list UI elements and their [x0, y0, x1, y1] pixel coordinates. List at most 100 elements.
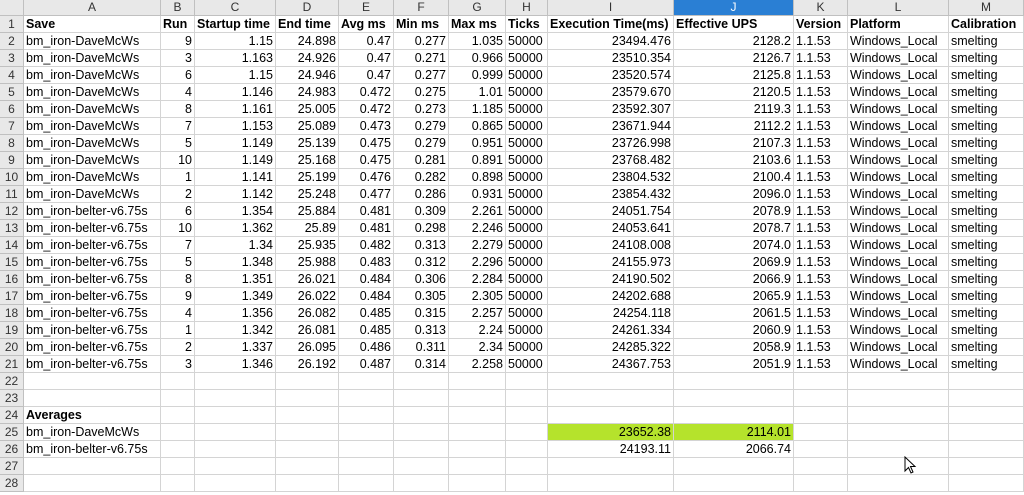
table-cell[interactable]: bm_iron-DaveMcWs	[24, 50, 161, 67]
cell[interactable]	[276, 424, 339, 441]
table-cell[interactable]: 24.983	[276, 84, 339, 101]
row-header-17[interactable]: 17	[0, 288, 24, 305]
table-cell[interactable]: 0.273	[394, 101, 449, 118]
cell[interactable]	[794, 458, 848, 475]
column-header-k[interactable]: K	[794, 0, 848, 16]
table-cell[interactable]: 1.1.53	[794, 118, 848, 135]
row-header-14[interactable]: 14	[0, 237, 24, 254]
row-header-23[interactable]: 23	[0, 390, 24, 407]
table-cell[interactable]: 2125.8	[674, 67, 794, 84]
table-cell[interactable]: 1.1.53	[794, 101, 848, 118]
row-header-12[interactable]: 12	[0, 203, 24, 220]
cell[interactable]	[506, 458, 548, 475]
table-cell[interactable]: 1.1.53	[794, 288, 848, 305]
header-cell[interactable]: Version	[794, 16, 848, 33]
select-all-corner[interactable]	[0, 0, 24, 16]
header-cell[interactable]: Run	[161, 16, 195, 33]
cell[interactable]	[674, 373, 794, 390]
table-cell[interactable]: smelting	[949, 33, 1024, 50]
table-cell[interactable]: 0.891	[449, 152, 506, 169]
table-cell[interactable]: 2100.4	[674, 169, 794, 186]
table-cell[interactable]: smelting	[949, 135, 1024, 152]
table-cell[interactable]: smelting	[949, 186, 1024, 203]
table-cell[interactable]: 9	[161, 33, 195, 50]
table-cell[interactable]: 26.021	[276, 271, 339, 288]
table-cell[interactable]: smelting	[949, 339, 1024, 356]
cell[interactable]	[449, 390, 506, 407]
table-cell[interactable]: Windows_Local	[848, 203, 949, 220]
table-cell[interactable]: 2.305	[449, 288, 506, 305]
table-cell[interactable]: 0.282	[394, 169, 449, 186]
column-header-g[interactable]: G	[449, 0, 506, 16]
cell[interactable]	[161, 441, 195, 458]
cell[interactable]	[161, 407, 195, 424]
table-cell[interactable]: 0.477	[339, 186, 394, 203]
table-cell[interactable]: 1.1.53	[794, 339, 848, 356]
table-cell[interactable]: 23520.574	[548, 67, 674, 84]
table-cell[interactable]: Windows_Local	[848, 118, 949, 135]
table-cell[interactable]: 25.89	[276, 220, 339, 237]
table-cell[interactable]: 0.475	[339, 135, 394, 152]
cell[interactable]	[949, 390, 1024, 407]
table-cell[interactable]: 0.966	[449, 50, 506, 67]
averages-label[interactable]: Averages	[24, 407, 161, 424]
table-cell[interactable]: 2065.9	[674, 288, 794, 305]
column-header-c[interactable]: C	[195, 0, 276, 16]
table-cell[interactable]: bm_iron-belter-v6.75s	[24, 322, 161, 339]
table-cell[interactable]: smelting	[949, 118, 1024, 135]
table-cell[interactable]: 24.898	[276, 33, 339, 50]
table-cell[interactable]: 2074.0	[674, 237, 794, 254]
table-cell[interactable]: Windows_Local	[848, 67, 949, 84]
header-cell[interactable]: Calibration	[949, 16, 1024, 33]
table-cell[interactable]: 50000	[506, 203, 548, 220]
cell[interactable]	[394, 475, 449, 492]
table-cell[interactable]: smelting	[949, 67, 1024, 84]
header-cell[interactable]: Save	[24, 16, 161, 33]
table-cell[interactable]: 1.342	[195, 322, 276, 339]
row-header-22[interactable]: 22	[0, 373, 24, 390]
table-cell[interactable]: Windows_Local	[848, 169, 949, 186]
table-cell[interactable]: 0.485	[339, 322, 394, 339]
table-cell[interactable]: 0.484	[339, 271, 394, 288]
table-cell[interactable]: 0.281	[394, 152, 449, 169]
table-cell[interactable]: smelting	[949, 305, 1024, 322]
table-cell[interactable]: 1.337	[195, 339, 276, 356]
table-cell[interactable]: 1.1.53	[794, 220, 848, 237]
table-cell[interactable]: 2128.2	[674, 33, 794, 50]
table-cell[interactable]: 6	[161, 203, 195, 220]
table-cell[interactable]: Windows_Local	[848, 84, 949, 101]
cell[interactable]	[794, 407, 848, 424]
table-cell[interactable]: 4	[161, 305, 195, 322]
table-cell[interactable]: 24.946	[276, 67, 339, 84]
cell[interactable]	[195, 373, 276, 390]
table-cell[interactable]: 0.475	[339, 152, 394, 169]
cell[interactable]	[161, 458, 195, 475]
table-cell[interactable]: 1.1.53	[794, 356, 848, 373]
cell[interactable]	[195, 475, 276, 492]
row-header-27[interactable]: 27	[0, 458, 24, 475]
table-cell[interactable]: 0.286	[394, 186, 449, 203]
table-cell[interactable]: 23804.532	[548, 169, 674, 186]
cell[interactable]	[276, 475, 339, 492]
header-cell[interactable]: Effective UPS	[674, 16, 794, 33]
table-cell[interactable]: 2078.7	[674, 220, 794, 237]
table-cell[interactable]: bm_iron-belter-v6.75s	[24, 356, 161, 373]
table-cell[interactable]: 2058.9	[674, 339, 794, 356]
table-cell[interactable]: 26.095	[276, 339, 339, 356]
table-cell[interactable]: 0.271	[394, 50, 449, 67]
cell[interactable]	[449, 407, 506, 424]
cell[interactable]	[794, 424, 848, 441]
table-cell[interactable]: 7	[161, 118, 195, 135]
column-header-j[interactable]: J	[674, 0, 794, 16]
table-cell[interactable]: 1.1.53	[794, 203, 848, 220]
average-ups-cell[interactable]: 2114.01	[674, 424, 794, 441]
table-cell[interactable]: 1.163	[195, 50, 276, 67]
table-cell[interactable]: 1.035	[449, 33, 506, 50]
table-cell[interactable]: 0.865	[449, 118, 506, 135]
cell[interactable]	[848, 373, 949, 390]
table-cell[interactable]: 50000	[506, 237, 548, 254]
table-cell[interactable]: 1.1.53	[794, 254, 848, 271]
table-cell[interactable]: 0.481	[339, 220, 394, 237]
row-header-20[interactable]: 20	[0, 339, 24, 356]
table-cell[interactable]: smelting	[949, 203, 1024, 220]
